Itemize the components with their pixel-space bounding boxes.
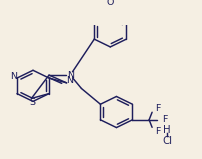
Text: O: O	[106, 0, 113, 7]
Text: N: N	[66, 71, 74, 80]
Text: Cl: Cl	[161, 135, 171, 145]
Text: F: F	[154, 104, 160, 113]
Text: N: N	[66, 76, 73, 85]
Text: F: F	[161, 115, 167, 124]
Text: H: H	[162, 124, 170, 135]
Text: N: N	[10, 72, 17, 81]
Text: F: F	[154, 127, 160, 136]
Text: S: S	[29, 98, 35, 107]
